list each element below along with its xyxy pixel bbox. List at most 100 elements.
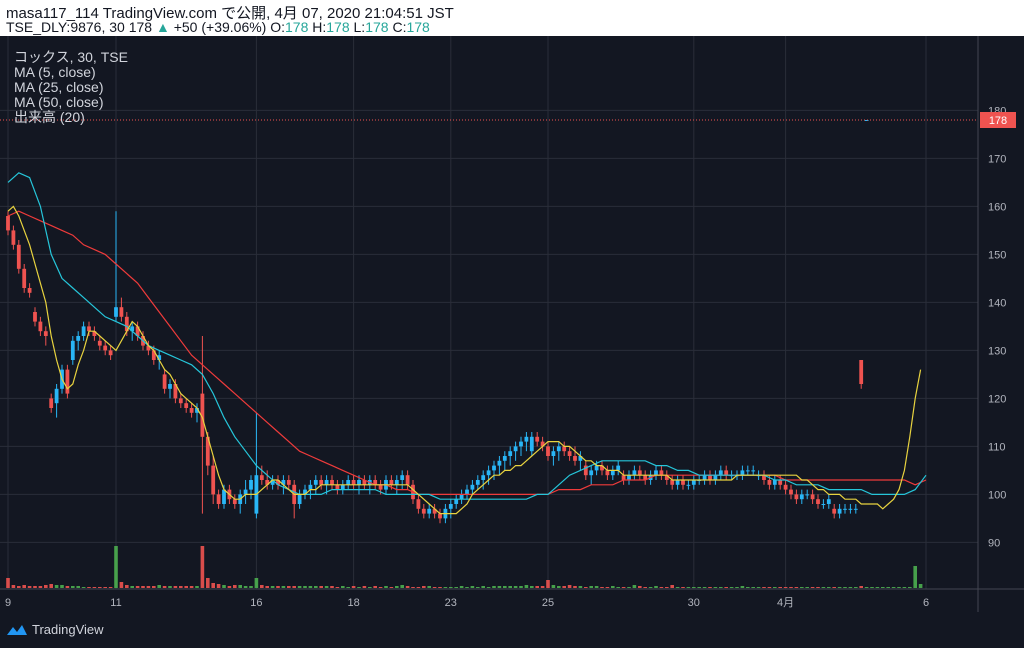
candle-body [243, 489, 248, 495]
candle-body [81, 326, 86, 336]
volume-bar [330, 586, 334, 588]
volume-bar [843, 587, 847, 588]
close-label: C: [392, 19, 407, 35]
candle-body [427, 508, 432, 514]
open-value: 178 [285, 19, 309, 35]
candle-body [610, 470, 615, 476]
volume-bar [319, 586, 323, 588]
legend-symbol[interactable]: コックス, 30, TSE [14, 49, 128, 65]
chart-header: masa117_114 TradingView.com で公開, 4月 07, … [0, 0, 1024, 36]
volume-bar [173, 586, 178, 588]
volume-bar [184, 586, 188, 588]
candle-body [195, 408, 199, 413]
candle-body [454, 499, 459, 504]
volume-bar [476, 587, 480, 588]
x-tick-label: 18 [347, 597, 359, 609]
volume-bar [276, 586, 280, 588]
candle-body [146, 345, 151, 351]
candle-body [594, 465, 599, 471]
volume-bar [405, 586, 410, 588]
candle-body [772, 480, 777, 485]
legend-ma5[interactable]: MA (5, close) [14, 64, 96, 80]
volume-bar [773, 587, 777, 588]
indicator-legend: コックス, 30, TSE MA (5, close) MA (25, clos… [14, 50, 128, 125]
candle-body [362, 480, 367, 485]
candle-body [718, 470, 723, 476]
volume-bar [567, 585, 572, 588]
volume-bar [27, 586, 32, 588]
candle-body [799, 494, 804, 500]
volume-bar [384, 586, 388, 588]
tradingview-logo[interactable]: TradingView [6, 622, 104, 637]
candle-body [513, 446, 518, 452]
candle-body [211, 465, 216, 495]
close-value: 178 [406, 19, 430, 35]
candle-body [119, 307, 124, 317]
volume-bar [513, 586, 518, 588]
candle-body [124, 316, 129, 332]
candle-body [313, 480, 318, 485]
candle-body [421, 508, 426, 514]
volume-bar [756, 587, 761, 588]
volume-bar [864, 587, 869, 588]
volume-bar [87, 587, 91, 588]
candle-body [481, 475, 486, 480]
x-tick-label: 16 [250, 597, 262, 609]
volume-bar [783, 587, 788, 588]
volume-bar [665, 587, 669, 588]
volume-bar [216, 584, 221, 588]
candle-body [567, 451, 572, 456]
candle-body [589, 470, 594, 476]
volume-bar [886, 587, 890, 588]
candle-body [346, 480, 351, 485]
candle-body [627, 475, 631, 480]
volume-bar [335, 587, 340, 588]
last-price-badge [980, 112, 1016, 128]
volume-bar [713, 587, 718, 588]
candle-body [11, 230, 16, 245]
candle-body [805, 494, 810, 496]
candle-body [724, 470, 729, 476]
candle-body [486, 470, 491, 476]
volume-bar [578, 586, 583, 588]
volume-bar [594, 586, 599, 588]
volume-bar [162, 586, 167, 588]
candle-body [751, 470, 756, 472]
candle-body [335, 484, 340, 490]
candle-body [92, 331, 97, 336]
legend-volume[interactable]: 出来高 (20) [14, 109, 85, 125]
candle-body [70, 340, 75, 360]
volume-bar [54, 585, 59, 588]
last-price-label: 178 [989, 115, 1007, 127]
candle-body [43, 331, 48, 336]
volume-bar [616, 587, 620, 588]
tradingview-logo-icon [7, 624, 27, 635]
volume-bar [492, 586, 496, 588]
candle-body [767, 480, 772, 485]
legend-ma50[interactable]: MA (50, close) [14, 94, 104, 110]
volume-bar [659, 587, 664, 588]
chart-background [0, 36, 1024, 612]
candle-body [324, 480, 329, 485]
volume-bar [265, 586, 269, 588]
candle-body [157, 355, 162, 360]
candle-body [394, 480, 399, 485]
candle-body [713, 475, 718, 480]
ma25-line [7, 172, 927, 500]
candle-body [38, 321, 43, 332]
candle-body [297, 494, 302, 504]
volume-bar [837, 587, 842, 588]
low-value: 178 [365, 19, 389, 35]
candle-body [562, 446, 567, 452]
candle-body [135, 326, 140, 336]
candle-body [162, 374, 167, 389]
y-tick-label: 160 [988, 201, 1006, 213]
volume-bar [292, 586, 296, 588]
x-tick-label: 30 [688, 597, 700, 609]
volume-bar [810, 587, 815, 588]
volume-bar [621, 587, 626, 588]
volume-bar [692, 587, 696, 588]
volume-bar [389, 587, 394, 588]
legend-ma25[interactable]: MA (25, close) [14, 79, 104, 95]
